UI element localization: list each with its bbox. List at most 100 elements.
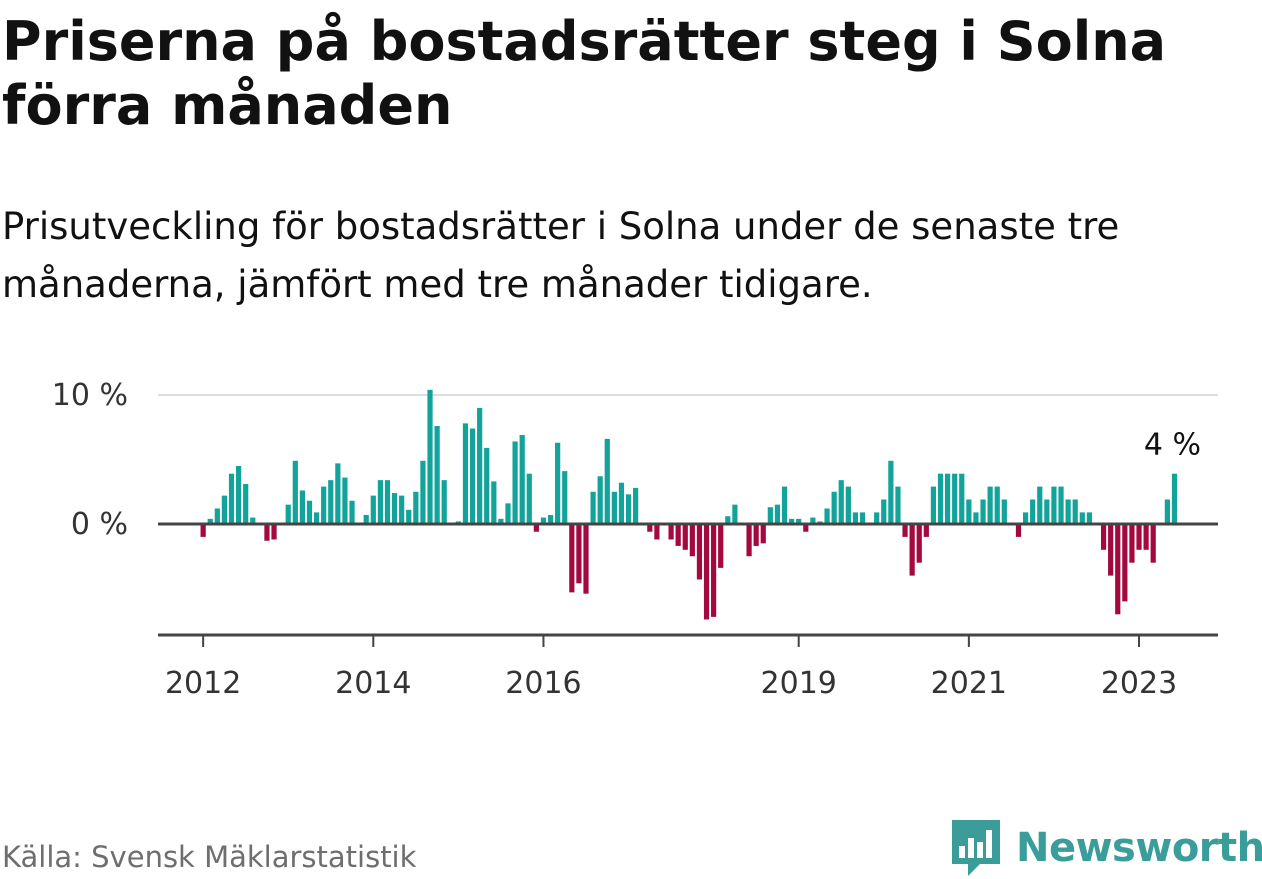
x-tick-label: 2019: [761, 666, 837, 700]
bar: [228, 473, 235, 524]
bar: [774, 504, 781, 524]
bar-chart: 0 % 10 % 2012 2014 2016 2019 2021 2023 4 %: [52, 378, 1218, 700]
bar: [1086, 512, 1092, 524]
bar: [299, 490, 305, 524]
bar: [384, 480, 391, 524]
bar: [944, 473, 951, 524]
bar: [526, 473, 532, 524]
bar: [321, 486, 327, 524]
source-note: Källa: Svensk Mäklarstatistik: [2, 840, 417, 874]
bar: [370, 495, 376, 524]
bar: [406, 509, 412, 524]
bar: [1100, 524, 1107, 550]
bar: [1037, 486, 1043, 524]
bar: [909, 524, 915, 576]
bar: [562, 471, 568, 524]
bar: [633, 487, 639, 524]
bar: [477, 407, 483, 524]
bar: [391, 493, 398, 524]
bar: [696, 524, 703, 580]
bar: [1044, 499, 1050, 524]
bar: [512, 441, 518, 524]
bar: [221, 495, 228, 524]
axis-layer: 0 % 10 % 2012 2014 2016 2019 2021 2023 4 %: [52, 378, 1218, 700]
bar: [313, 512, 320, 524]
bar: [881, 499, 887, 524]
bars-layer: [200, 389, 1178, 620]
brand-logo: Newsworthy: [950, 818, 1262, 878]
bar: [264, 524, 270, 541]
bar: [1164, 499, 1170, 524]
x-tick-label: 2016: [505, 666, 581, 700]
bar: [342, 477, 348, 524]
bar: [874, 512, 880, 524]
bar: [625, 494, 632, 524]
bar: [413, 491, 419, 524]
bar: [377, 480, 383, 524]
bar: [852, 512, 859, 524]
bar: [505, 503, 511, 524]
bar: [335, 463, 341, 524]
bar: [597, 476, 603, 524]
bar: [859, 512, 866, 524]
bar: [1065, 499, 1071, 524]
bar: [547, 514, 554, 524]
bar: [540, 517, 547, 524]
bar: [604, 438, 610, 524]
bar: [1022, 512, 1029, 524]
bar: [647, 524, 653, 532]
x-tick-label: 2021: [931, 666, 1007, 700]
y-tick-label: 10 %: [52, 378, 128, 413]
x-tick-label: 2012: [165, 666, 241, 700]
bar: [519, 434, 525, 524]
bar: [363, 514, 369, 524]
bar: [781, 486, 788, 524]
bar: [491, 481, 497, 524]
bar: [888, 460, 894, 524]
bar: [930, 486, 937, 524]
bar: [285, 504, 291, 524]
bar: [746, 524, 752, 557]
bar: [1030, 499, 1036, 524]
bar: [966, 499, 972, 524]
chart-subtitle: Prisutveckling för bostadsrätter i Solna…: [2, 205, 1120, 306]
bar: [200, 524, 206, 537]
bar: [1171, 473, 1178, 524]
bar: [980, 499, 986, 524]
bar: [555, 442, 561, 524]
x-tick-label: 2014: [335, 666, 411, 700]
bar: [718, 524, 724, 568]
bar: [994, 486, 1000, 524]
bar: [959, 473, 965, 524]
bar: [1058, 486, 1064, 524]
bar: [576, 524, 582, 584]
bar: [1051, 486, 1057, 524]
bar: [810, 517, 816, 524]
last-value-label: 4 %: [1144, 428, 1201, 463]
bar: [923, 524, 929, 537]
bar: [895, 486, 901, 524]
bar: [732, 504, 738, 524]
bar: [250, 517, 256, 524]
bar: [611, 491, 617, 524]
bar: [973, 512, 979, 524]
bar: [796, 518, 802, 524]
bar: [292, 460, 298, 524]
bar: [533, 524, 539, 532]
bar: [583, 524, 589, 594]
bar: [845, 486, 851, 524]
bar: [427, 389, 433, 524]
bar: [569, 524, 575, 593]
y-tick-label: 0 %: [71, 507, 128, 542]
bar: [838, 480, 844, 524]
bar: [760, 524, 766, 544]
bar: [675, 524, 681, 546]
newsworthy-icon: [952, 820, 1000, 876]
bar: [1072, 499, 1078, 524]
bar: [399, 495, 405, 524]
bar: [1079, 512, 1085, 524]
bar: [235, 465, 242, 524]
bar: [703, 524, 710, 620]
bar: [469, 428, 476, 524]
bar: [462, 423, 469, 524]
